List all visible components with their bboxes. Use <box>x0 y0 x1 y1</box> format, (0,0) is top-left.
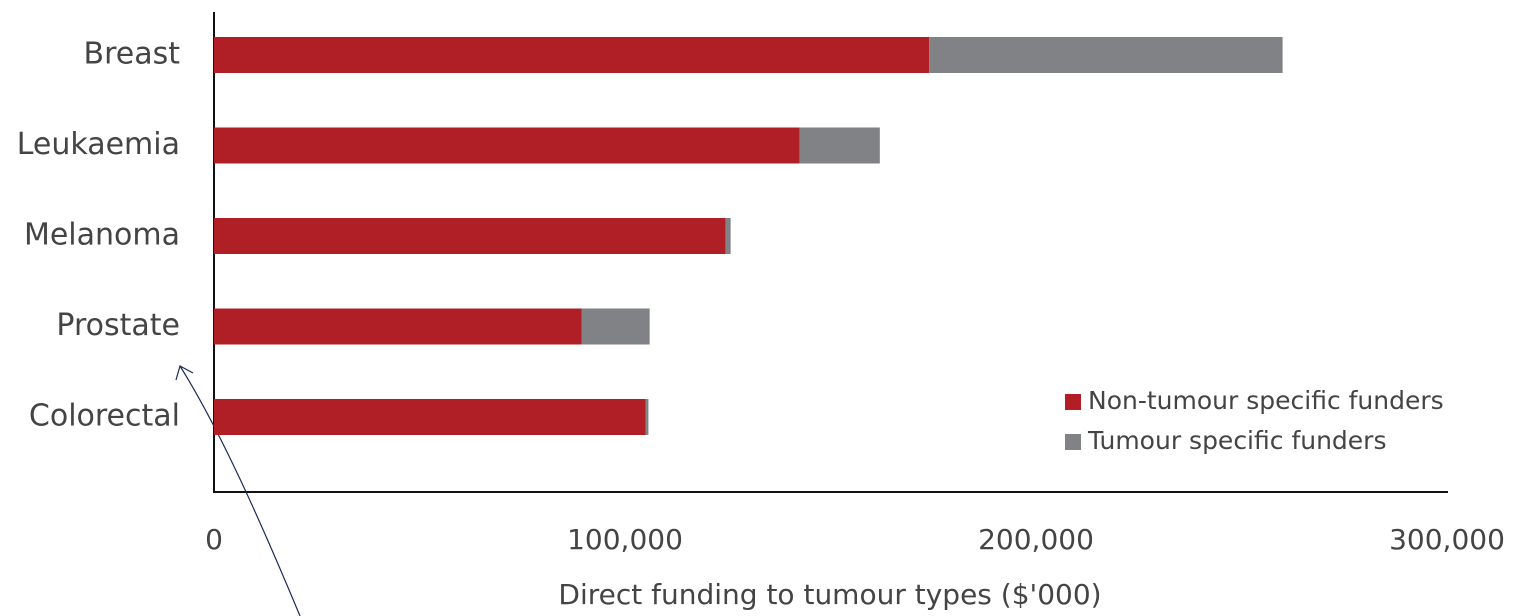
bar-segment <box>214 218 726 254</box>
x-tick-label: 100,000 <box>567 523 683 556</box>
legend-label: Non-tumour specific funders <box>1088 386 1444 415</box>
annotation-arrow <box>179 365 301 616</box>
bar-segment <box>214 127 800 164</box>
legend-swatch <box>1065 434 1081 450</box>
y-tick-label: Melanoma <box>24 218 180 253</box>
bar-segment <box>581 308 650 345</box>
x-tick-label: 0 <box>205 523 223 556</box>
x-tick-label: 200,000 <box>978 523 1094 556</box>
x-axis-title: Direct funding to tumour types ($'000) <box>558 578 1101 611</box>
arrow-head <box>175 365 194 381</box>
bar-segment <box>645 399 649 435</box>
legend-label: Tumour specific funders <box>1087 426 1387 455</box>
x-tick-label: 300,000 <box>1389 523 1505 556</box>
y-tick-label: Leukaemia <box>17 127 180 162</box>
bar-segment <box>929 37 1283 73</box>
y-tick-label: Colorectal <box>29 399 180 434</box>
y-tick-label: Breast <box>84 37 181 72</box>
bar-segment <box>799 127 880 164</box>
bar-segment <box>214 37 930 73</box>
bar-segment <box>725 218 731 254</box>
bar-segment <box>214 308 582 345</box>
bar-segment <box>214 399 646 435</box>
y-tick-label: Prostate <box>56 308 180 343</box>
legend-swatch <box>1065 394 1081 410</box>
